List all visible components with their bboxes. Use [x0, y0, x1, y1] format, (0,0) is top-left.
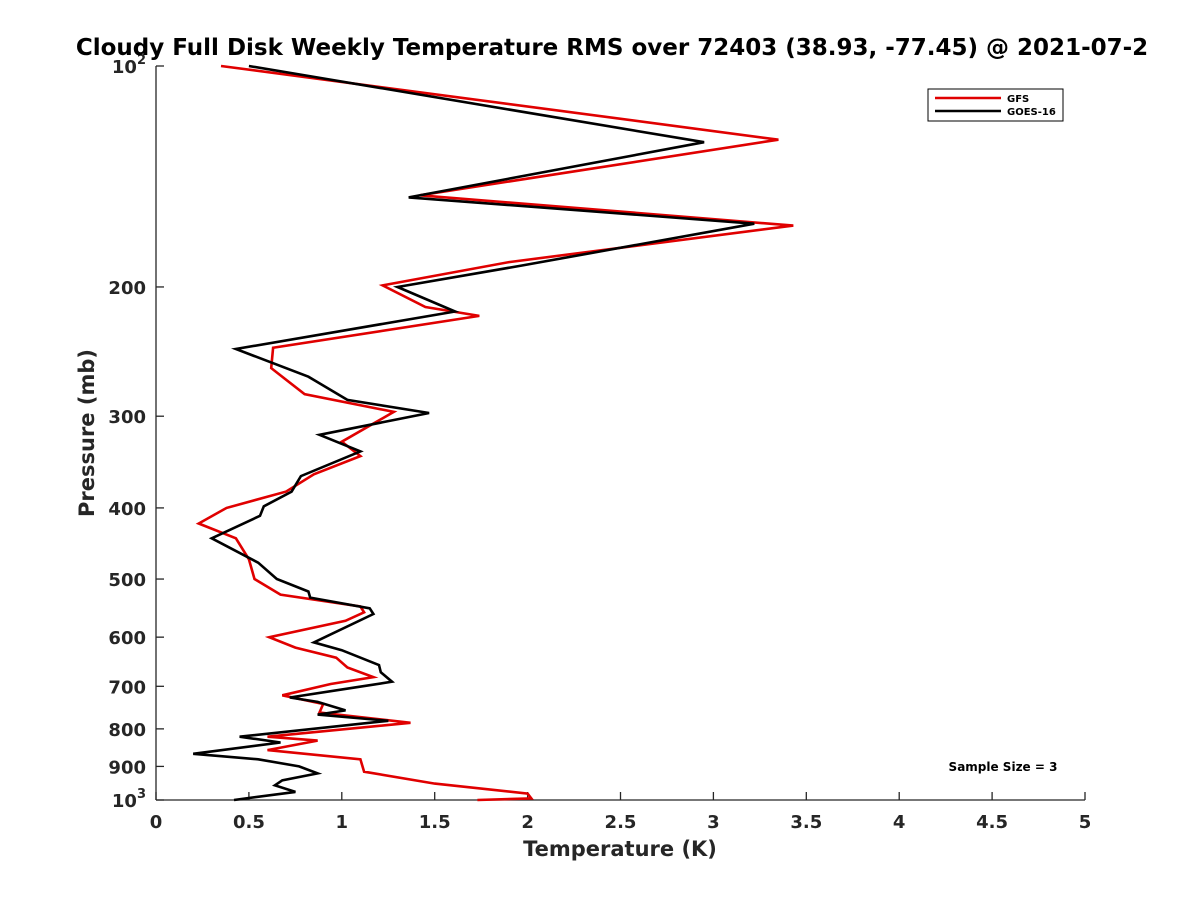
legend: GFS GOES-16	[927, 88, 1064, 122]
y-tick-label: 800	[108, 720, 146, 741]
series-layer	[193, 64, 794, 802]
y-tick-label: 600	[108, 628, 146, 649]
x-tick-label: 3	[707, 812, 720, 833]
plot-axes: 0 0.5 1 1.5 2 2.5 3 3.5 4 4.5 5 102 200 300 400 500 600 7…	[108, 53, 1091, 833]
x-axis-title: Temperature (K)	[523, 837, 717, 861]
y-tick-label: 300	[108, 407, 146, 428]
x-tick-label: 0.5	[233, 812, 265, 833]
y-axis-title: Pressure (mb)	[75, 349, 99, 517]
x-tick-label: 1.5	[419, 812, 451, 833]
legend-label: GOES-16	[1007, 107, 1056, 118]
x-tick-label: 5	[1079, 812, 1092, 833]
x-tick-label: 4.5	[976, 812, 1008, 833]
y-tick-label: 102	[112, 53, 146, 78]
sample-size-annotation: Sample Size = 3	[949, 760, 1058, 774]
x-tick-label: 2	[521, 812, 534, 833]
y-tick-label: 400	[108, 499, 146, 520]
x-tick-label: 3.5	[790, 812, 822, 833]
y-tick-label: 700	[108, 677, 146, 698]
y-tick-label: 103	[112, 787, 146, 812]
x-tick-label: 4	[893, 812, 906, 833]
y-tick-label: 500	[108, 570, 146, 591]
legend-box	[927, 88, 1064, 122]
y-tick-label: 200	[108, 278, 146, 299]
legend-label: GFS	[1007, 94, 1029, 105]
y-tick-label: 900	[108, 757, 146, 778]
x-tick-label: 0	[150, 812, 163, 833]
chart-title: Cloudy Full Disk Weekly Temperature RMS …	[76, 35, 1148, 61]
series-line-goes-16	[193, 64, 755, 802]
x-tick-label: 2.5	[605, 812, 637, 833]
x-tick-label: 1	[336, 812, 349, 833]
series-line-gfs	[195, 64, 794, 802]
